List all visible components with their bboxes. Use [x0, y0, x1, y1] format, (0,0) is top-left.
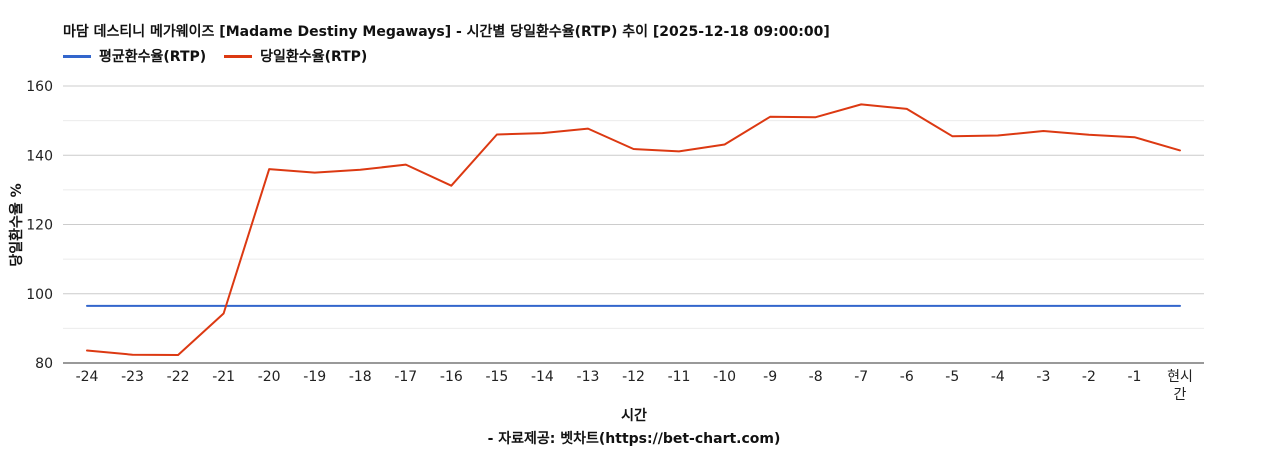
- x-tick-label: -20: [258, 369, 281, 385]
- x-tick-label: -7: [854, 369, 868, 385]
- x-tick-label: -16: [440, 369, 463, 385]
- legend-item-daily[interactable]: 당일환수율(RTP): [224, 46, 367, 66]
- source-credit: - 자료제공: 벳차트(https://bet-chart.com): [487, 431, 781, 447]
- x-tick-label: -21: [212, 369, 235, 385]
- x-tick-label: -17: [394, 369, 417, 385]
- x-tick-label: -8: [809, 369, 823, 385]
- legend-swatch-daily: [224, 54, 253, 58]
- x-tick-label: -10: [713, 369, 736, 385]
- legend-item-average[interactable]: 평균환수율(RTP): [63, 46, 206, 66]
- y-tick-label: 140: [26, 148, 53, 164]
- legend-swatch-average: [63, 54, 91, 58]
- x-tick-label: -15: [485, 369, 508, 385]
- y-tick-label: 100: [26, 287, 53, 303]
- x-tick-label: -4: [991, 369, 1005, 385]
- y-tick-label: 120: [26, 218, 53, 234]
- x-tick-label: -12: [622, 369, 645, 385]
- x-tick-label: -11: [668, 369, 691, 385]
- x-tick-label: -6: [900, 369, 914, 385]
- legend-label-average: 평균환수율(RTP): [99, 49, 207, 65]
- x-tick-label: -24: [76, 369, 99, 385]
- x-tick-label: -1: [1127, 369, 1141, 385]
- y-axis-label: 당일환수율 %: [9, 183, 25, 267]
- legend-label-daily: 당일환수율(RTP): [260, 49, 368, 65]
- x-tick-label: -9: [763, 369, 777, 385]
- x-tick-label: -18: [349, 369, 372, 385]
- x-tick-label: -23: [121, 369, 144, 385]
- x-tick-label: -13: [577, 369, 600, 385]
- series-line-daily: [86, 103, 1181, 356]
- y-tick-label: 160: [26, 79, 53, 95]
- chart-title: 마담 데스티니 메가웨이즈 [Madame Destiny Megaways] …: [63, 24, 830, 40]
- x-tick-label: -5: [945, 369, 959, 385]
- y-tick-label: 80: [35, 356, 53, 372]
- x-axis-label: 시간: [621, 408, 647, 424]
- x-tick-label: -2: [1082, 369, 1096, 385]
- x-tick-label: -19: [303, 369, 326, 385]
- x-tick-label: -3: [1036, 369, 1050, 385]
- legend: 평균환수율(RTP) 당일환수율(RTP): [63, 46, 385, 66]
- x-tick-label: -14: [531, 369, 554, 385]
- x-tick-label: -22: [167, 369, 190, 385]
- x-tick-label: 현시 간: [1167, 369, 1193, 403]
